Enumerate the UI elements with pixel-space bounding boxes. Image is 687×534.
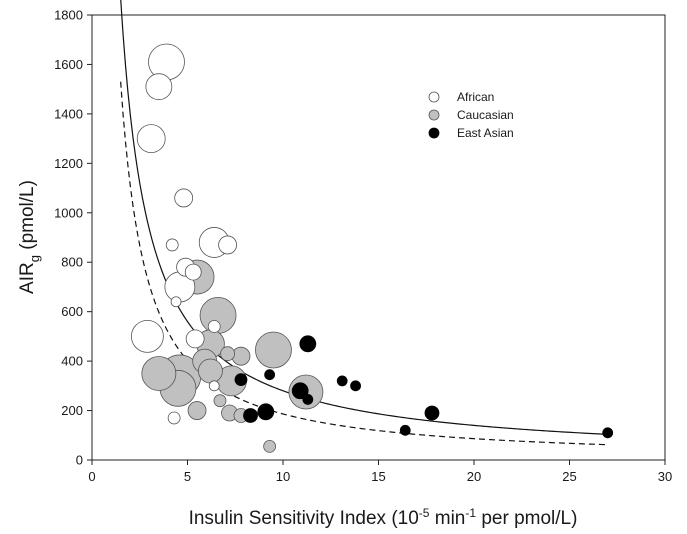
point-african — [145, 73, 173, 101]
point-african — [185, 329, 205, 349]
legend-label-caucasian: Caucasian — [457, 108, 514, 122]
point-east-asian — [302, 394, 314, 405]
x-axis-title: Insulin Sensitivity Index (10-5 min-1 pe… — [189, 506, 578, 529]
x-tick-label: 0 — [88, 469, 95, 484]
x-axis: 0 5 10 15 20 25 30 — [88, 460, 672, 484]
point-east-asian — [257, 403, 275, 421]
point-african — [136, 124, 166, 154]
point-african — [165, 238, 179, 252]
x-tick-label: 5 — [184, 469, 191, 484]
point-east-asian — [336, 375, 348, 387]
point-east-asian — [291, 382, 309, 400]
y-axis: 0 200 400 600 800 1000 1200 1400 1600 1800 — [54, 8, 92, 468]
legend-marker-caucasian — [428, 109, 440, 121]
point-caucasian — [255, 331, 292, 369]
point-african — [170, 296, 182, 308]
point-east-asian — [264, 369, 276, 381]
x-tick-label: 15 — [371, 469, 385, 484]
point-caucasian — [263, 440, 277, 453]
y-tick-label: 200 — [61, 403, 83, 418]
y-tick-label: 400 — [61, 354, 83, 369]
x-tick-label: 20 — [467, 469, 481, 484]
point-caucasian — [187, 401, 207, 420]
y-tick-label: 1200 — [54, 156, 83, 171]
point-african — [218, 235, 238, 255]
point-african — [184, 263, 202, 281]
legend-label-african: African — [457, 90, 494, 104]
point-east-asian — [299, 335, 317, 353]
y-tick-label: 1800 — [54, 8, 83, 23]
y-tick-label: 800 — [61, 255, 83, 270]
x-tick-label: 30 — [658, 469, 672, 484]
point-caucasian — [231, 346, 251, 366]
y-tick-label: 0 — [76, 453, 83, 468]
y-tick-label: 1400 — [54, 106, 83, 121]
point-caucasian — [198, 358, 223, 384]
y-tick-label: 600 — [61, 304, 83, 319]
point-east-asian — [243, 408, 258, 423]
legend-label-east-asian: East Asian — [457, 126, 514, 140]
point-african — [207, 320, 221, 333]
legend-marker-african — [428, 91, 440, 103]
point-african — [167, 411, 181, 425]
data-points — [130, 43, 614, 453]
legend-marker-east-asian — [428, 127, 440, 139]
point-african — [130, 319, 164, 353]
point-caucasian — [213, 394, 227, 408]
x-tick-label: 25 — [562, 469, 576, 484]
x-tick-label: 10 — [276, 469, 290, 484]
point-east-asian — [350, 380, 361, 392]
point-east-asian — [602, 427, 614, 439]
point-caucasian — [141, 356, 177, 391]
point-east-asian — [234, 373, 248, 387]
point-east-asian — [424, 405, 440, 421]
legend: African Caucasian East Asian — [428, 90, 514, 140]
y-axis-title: AIRg (pmol/L) — [17, 180, 42, 294]
point-african — [174, 188, 194, 208]
y-tick-label: 1000 — [54, 205, 83, 220]
point-african — [208, 380, 220, 392]
point-caucasian — [220, 346, 236, 362]
point-east-asian — [399, 424, 411, 436]
y-tick-label: 1600 — [54, 57, 83, 72]
